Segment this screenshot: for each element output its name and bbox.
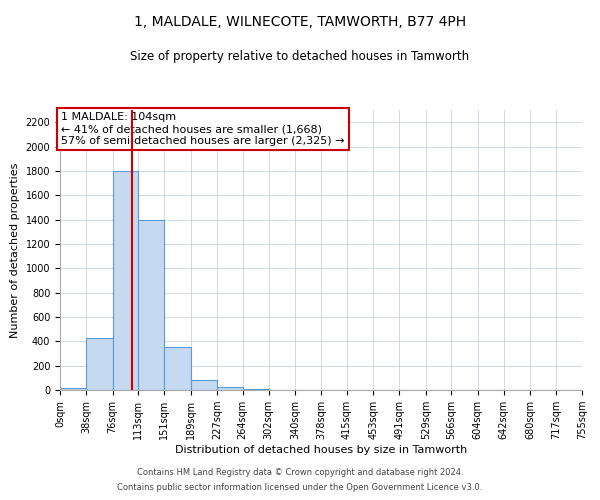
Bar bbox=[86, 338, 113, 390]
Text: Contains public sector information licensed under the Open Government Licence v3: Contains public sector information licen… bbox=[118, 483, 482, 492]
Bar bbox=[138, 220, 164, 390]
Text: 1, MALDALE, WILNECOTE, TAMWORTH, B77 4PH: 1, MALDALE, WILNECOTE, TAMWORTH, B77 4PH bbox=[134, 15, 466, 29]
X-axis label: Distribution of detached houses by size in Tamworth: Distribution of detached houses by size … bbox=[175, 445, 467, 455]
Bar bbox=[164, 348, 191, 390]
Y-axis label: Number of detached properties: Number of detached properties bbox=[10, 162, 20, 338]
Bar bbox=[217, 387, 242, 390]
Bar bbox=[113, 171, 138, 390]
Bar bbox=[60, 388, 86, 390]
Text: 1 MALDALE: 104sqm
← 41% of detached houses are smaller (1,668)
57% of semi-detac: 1 MALDALE: 104sqm ← 41% of detached hous… bbox=[61, 112, 345, 146]
Bar bbox=[191, 380, 217, 390]
Text: Size of property relative to detached houses in Tamworth: Size of property relative to detached ho… bbox=[130, 50, 470, 63]
Text: Contains HM Land Registry data © Crown copyright and database right 2024.: Contains HM Land Registry data © Crown c… bbox=[137, 468, 463, 477]
